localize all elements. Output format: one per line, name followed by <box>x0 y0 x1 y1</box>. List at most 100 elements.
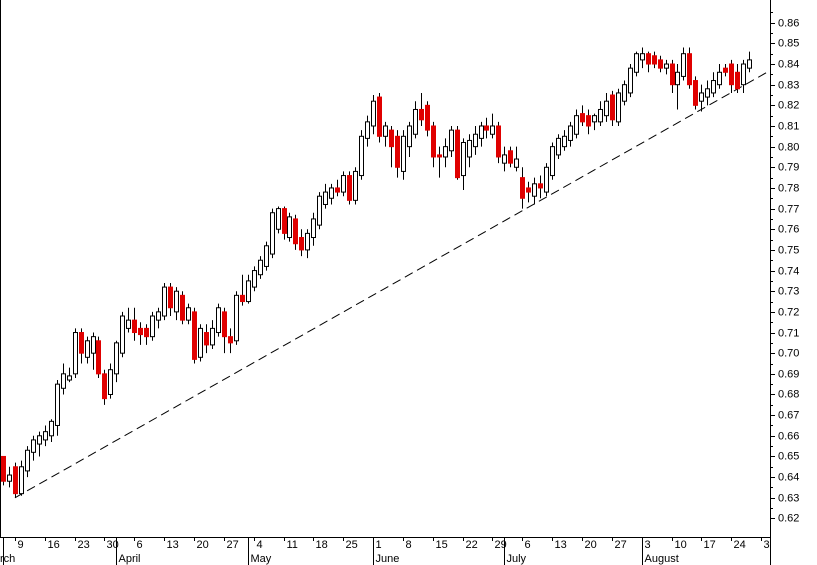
candle-body <box>293 218 298 245</box>
x-tick-label: 11 <box>287 539 298 551</box>
x-tick-label: 22 <box>466 539 478 551</box>
candle-body <box>329 187 334 199</box>
x-tick-label: 13 <box>167 539 179 551</box>
x-tick-label: 25 <box>346 539 358 551</box>
candle-body <box>37 435 42 445</box>
x-tick-label: 17 <box>704 539 716 551</box>
candle-body <box>634 53 639 73</box>
candle-body <box>132 319 137 334</box>
candle-body <box>234 294 239 342</box>
candle-body <box>73 332 78 375</box>
candle-body <box>246 280 251 303</box>
candle-body <box>19 466 24 495</box>
candle-body <box>287 216 292 239</box>
candle-body <box>144 327 149 338</box>
candle-body <box>228 336 233 344</box>
y-tick-label: 0.69 <box>778 368 799 380</box>
x-tick-label: 6 <box>137 539 143 551</box>
y-tick-label: 0.85 <box>778 37 799 49</box>
candle-body <box>514 158 519 168</box>
y-tick-label: 0.82 <box>778 99 799 111</box>
candle-body <box>717 71 722 86</box>
candle-body <box>687 53 692 86</box>
candle-body <box>341 175 346 193</box>
candle-body <box>699 92 704 102</box>
y-tick-label: 0.78 <box>778 182 799 194</box>
candle-body <box>240 294 245 303</box>
y-tick-label: 0.81 <box>778 120 799 132</box>
candle-body <box>365 121 370 139</box>
x-tick-label: 30 <box>107 539 119 551</box>
candle-body <box>174 290 179 313</box>
y-tick-label: 0.79 <box>778 161 799 173</box>
candle-body <box>670 63 675 86</box>
y-tick-label: 0.83 <box>778 79 799 91</box>
candle-body <box>592 115 597 123</box>
x-tick-label: 29 <box>495 539 507 551</box>
x-tick-label: 8 <box>406 539 412 551</box>
candle-body <box>574 115 579 135</box>
candle-body <box>353 170 358 201</box>
candle-body <box>1 455 6 482</box>
candle-body <box>681 53 686 77</box>
candle-body <box>108 369 113 395</box>
candle-body <box>186 307 191 321</box>
candle-body <box>126 319 131 329</box>
y-tick-label: 0.73 <box>778 285 799 297</box>
candle-body <box>496 125 501 158</box>
y-tick-label: 0.66 <box>778 430 799 442</box>
candle-body <box>156 311 161 321</box>
candle-body <box>210 327 215 346</box>
candle-body <box>347 175 352 201</box>
candle-body <box>520 177 525 199</box>
candle-body <box>562 135 567 148</box>
candle-body <box>371 100 376 127</box>
x-tick-label: 23 <box>78 539 90 551</box>
candle-body <box>61 373 66 389</box>
x-tick-label: 20 <box>197 539 209 551</box>
candle-body <box>437 154 442 158</box>
candle-body <box>55 383 60 426</box>
candle-body <box>401 135 406 172</box>
candle-body <box>13 466 18 495</box>
candle-body <box>652 55 657 65</box>
x-tick-label: 20 <box>585 539 597 551</box>
candle-body <box>311 218 316 239</box>
candle-body <box>282 208 287 234</box>
x-tick-label: 4 <box>257 539 263 551</box>
y-tick-label: 0.70 <box>778 347 799 359</box>
candle-body <box>658 59 663 69</box>
candle-body <box>616 92 621 123</box>
month-label: July <box>507 553 527 565</box>
candle-body <box>49 420 54 437</box>
x-tick-label: 9 <box>18 539 24 551</box>
candle-body <box>538 183 543 189</box>
candle-body <box>31 439 36 453</box>
month-label: rch <box>0 553 15 565</box>
candle-body <box>467 139 472 158</box>
month-label: May <box>251 553 272 565</box>
x-tick-label: 24 <box>734 539 746 551</box>
candle-body <box>43 431 48 441</box>
candle-body <box>628 67 633 94</box>
x-tick-label: 27 <box>615 539 627 551</box>
candle-body <box>264 245 269 267</box>
candle-body <box>413 108 418 135</box>
candle-body <box>270 212 275 255</box>
y-tick-label: 0.80 <box>778 141 799 153</box>
candle-body <box>162 286 167 317</box>
y-tick-label: 0.71 <box>778 327 799 339</box>
y-tick-label: 0.64 <box>778 471 799 483</box>
candle-body <box>490 125 495 135</box>
candle-body <box>276 208 281 230</box>
candle-body <box>299 237 304 251</box>
candle-body <box>479 125 484 139</box>
candle-body <box>610 94 615 121</box>
candle-body <box>556 137 561 156</box>
x-tick-label: 27 <box>227 539 239 551</box>
candle-body <box>91 336 96 354</box>
candle-body <box>449 129 454 152</box>
candle-body <box>216 307 221 334</box>
month-label: August <box>645 553 679 565</box>
x-tick-label: 15 <box>436 539 448 551</box>
